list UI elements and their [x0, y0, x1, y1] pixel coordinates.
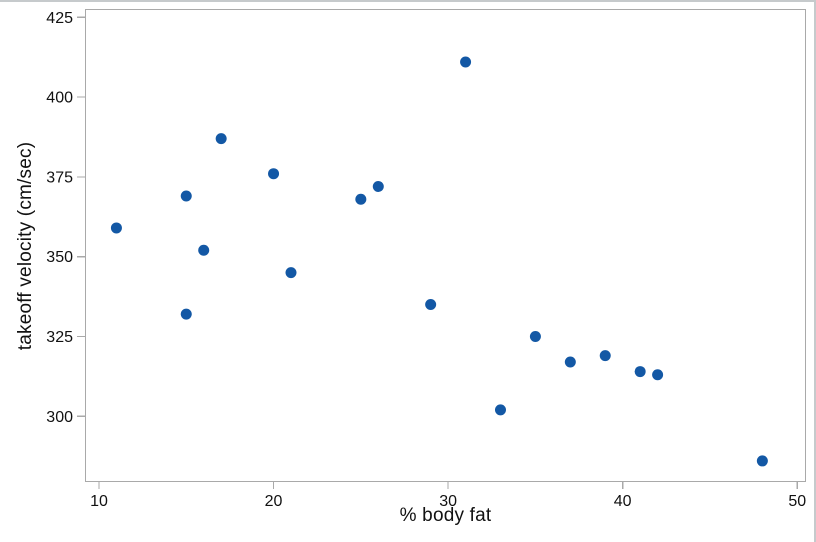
x-tick-label: 10 — [90, 493, 108, 510]
data-point[interactable] — [756, 455, 768, 467]
y-tick-label: 350 — [46, 249, 73, 266]
data-point[interactable] — [110, 222, 122, 234]
x-axis-title: % body fat — [399, 505, 492, 526]
y-tick-label: 400 — [46, 90, 73, 107]
data-point[interactable] — [285, 267, 297, 279]
y-axis-title: takeoff velocity (cm/sec) — [15, 141, 36, 351]
data-point[interactable] — [180, 308, 192, 320]
data-point[interactable] — [564, 356, 576, 368]
data-point[interactable] — [529, 330, 541, 342]
data-point[interactable] — [215, 133, 227, 145]
data-point[interactable] — [652, 369, 664, 381]
data-point[interactable] — [599, 350, 611, 362]
data-point[interactable] — [494, 404, 506, 416]
x-tick-label: 20 — [265, 493, 283, 510]
data-point[interactable] — [372, 180, 384, 192]
y-tick-label: 375 — [46, 169, 73, 186]
plot-frame — [84, 8, 807, 483]
data-point[interactable] — [634, 366, 646, 378]
y-tick-label: 300 — [46, 409, 73, 426]
x-tick-label: 50 — [788, 493, 806, 510]
data-point[interactable] — [268, 168, 280, 180]
data-point[interactable] — [425, 299, 437, 311]
data-point[interactable] — [198, 244, 210, 256]
y-tick-label: 325 — [46, 329, 73, 346]
data-point[interactable] — [180, 190, 192, 202]
y-tick-label: 425 — [46, 10, 73, 27]
x-tick-label: 40 — [614, 493, 632, 510]
x-tick-label: 30 — [439, 493, 457, 510]
data-point[interactable] — [355, 193, 367, 205]
data-point[interactable] — [460, 56, 472, 68]
